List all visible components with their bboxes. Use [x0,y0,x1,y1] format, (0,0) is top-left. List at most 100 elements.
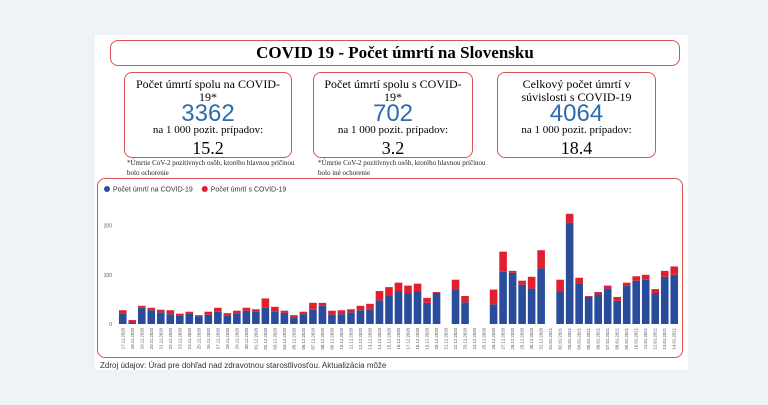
bar-segment [309,302,317,310]
bar-segment [290,317,298,324]
x-tick-label: 19.11.2020 [139,327,144,349]
bar-segment [461,295,469,303]
bar-segment [337,310,346,315]
source-note: Zdroj údajov: Úrad pre dohľad nad zdravo… [100,361,387,370]
x-tick-label: 27.11.2020 [215,327,220,349]
bar-segment [176,313,184,316]
x-tick-label: 01.12.2020 [253,327,258,349]
x-tick-label: 18.12.2020 [415,327,420,349]
bar-segment [347,312,355,324]
kpi-value: 702 [372,104,414,124]
kpi-label: Počet úmrtí spolu s COVID-19* [324,77,462,104]
x-tick-label: 15.12.2020 [386,327,391,349]
bar-segment [537,268,545,324]
x-tick-label: 24.11.2020 [187,327,192,349]
x-tick-label: 26.12.2020 [491,327,496,349]
bar-segment [185,313,194,324]
bar-segment [128,320,137,323]
bar-segment [337,314,346,324]
bar-segment [622,282,631,286]
kpi-per-label: na 1 000 pozit. prípadov: [498,124,655,137]
bar-segment [518,284,526,324]
x-tick-label: 08.01.2021 [615,327,620,349]
bar-segment [499,251,507,272]
x-tick-label: 25.12.2020 [482,327,487,349]
bar-segment [309,309,317,324]
legend-label: Počet úmrtí s COVID-19 [211,187,287,194]
bar-segment [451,279,460,290]
bar-segment [594,294,602,324]
bar-segment [356,305,365,311]
x-tick-label: 14.12.2020 [377,327,382,349]
legend-marker [104,186,110,192]
bar-segment [651,289,660,294]
bar-segment [404,285,412,294]
bar-segment [641,279,650,324]
kpi-value: 4064 [549,104,604,124]
bar-segment [280,310,289,313]
x-tick-label: 20.12.2020 [434,327,439,349]
x-tick-label: 17.11.2020 [120,327,125,349]
bar-segment [347,309,355,313]
x-tick-label: 22.12.2020 [453,327,458,349]
bar-segment [261,307,270,324]
x-tick-label: 31.12.2020 [539,327,544,349]
kpi-card: Celkový počet úmrtí v súvislosti s COVID… [497,72,656,158]
kpi-label: Celkový počet úmrtí v súvislosti s COVID… [521,77,632,104]
bar-segment [318,302,327,306]
bar-segment [366,309,374,324]
x-tick-label: 09.01.2021 [624,327,629,349]
bar-segment [195,316,203,324]
bar-segment [299,311,308,315]
x-tick-label: 12.12.2020 [358,327,363,349]
x-tick-label: 20.11.2020 [149,327,154,349]
title: COVID 19 - Počet úmrtí na Slovensku [110,40,680,66]
legend-label: Počet úmrtí na COVID-19 [113,187,193,194]
kpi-per-label: na 1 000 pozit. prípadov: [314,124,472,137]
bar-segment [565,222,574,324]
bar-segment [423,302,431,324]
bar-segment [242,310,251,324]
bar-segment [185,311,194,314]
x-tick-label: 29.11.2020 [234,327,239,349]
bar-segment [147,310,156,324]
x-tick-label: 26.11.2020 [206,327,211,349]
x-tick-label: 24.12.2020 [472,327,477,349]
y-tick-label: 200 [104,224,113,230]
chart-box: Počet úmrtí na COVID-19 Počet úmrtí s COV… [97,178,683,358]
x-tick-label: 28.11.2020 [225,327,230,349]
bar-segment [632,276,641,281]
bar-segment [660,270,669,277]
bar-segment [233,310,241,314]
kpi-card: Počet úmrtí spolu s COVID-19* 702 na 1 0… [313,72,473,158]
bar-segment [118,313,127,324]
bar-segment [651,293,660,324]
x-tick-label: 14.01.2021 [672,327,677,349]
x-tick-label: 11.12.2020 [348,327,353,349]
kpi-per-value: 3.2 [381,138,405,158]
x-tick-label: 13.01.2021 [662,327,667,349]
x-tick-label: 12.01.2021 [653,327,658,349]
bar-segment [575,277,583,284]
bar-segment [261,298,270,308]
x-tick-label: 29.12.2020 [520,327,525,349]
x-tick-label: 03.01.2021 [567,327,572,349]
bar-segment [613,296,621,301]
x-tick-label: 03.12.2020 [272,327,277,349]
x-tick-label: 02.12.2020 [263,327,268,349]
bar-segment [537,250,545,269]
x-tick-label: 28.12.2020 [510,327,515,349]
bar-segment [223,313,232,316]
bar-segment [156,309,165,313]
bar-segment [252,311,260,324]
x-tick-label: 04.12.2020 [282,327,287,349]
kpi-per-value: 15.2 [192,138,224,158]
bar-segment [318,305,327,324]
x-tick-label: 08.12.2020 [320,327,325,349]
kpi-value: 3362 [181,104,235,124]
bar-segment [385,287,393,296]
x-tick-label: 06.01.2021 [596,327,601,349]
x-tick-label: 04.01.2021 [577,327,582,349]
x-tick-label: 21.12.2020 [444,327,449,349]
x-tick-label: 07.12.2020 [310,327,315,349]
